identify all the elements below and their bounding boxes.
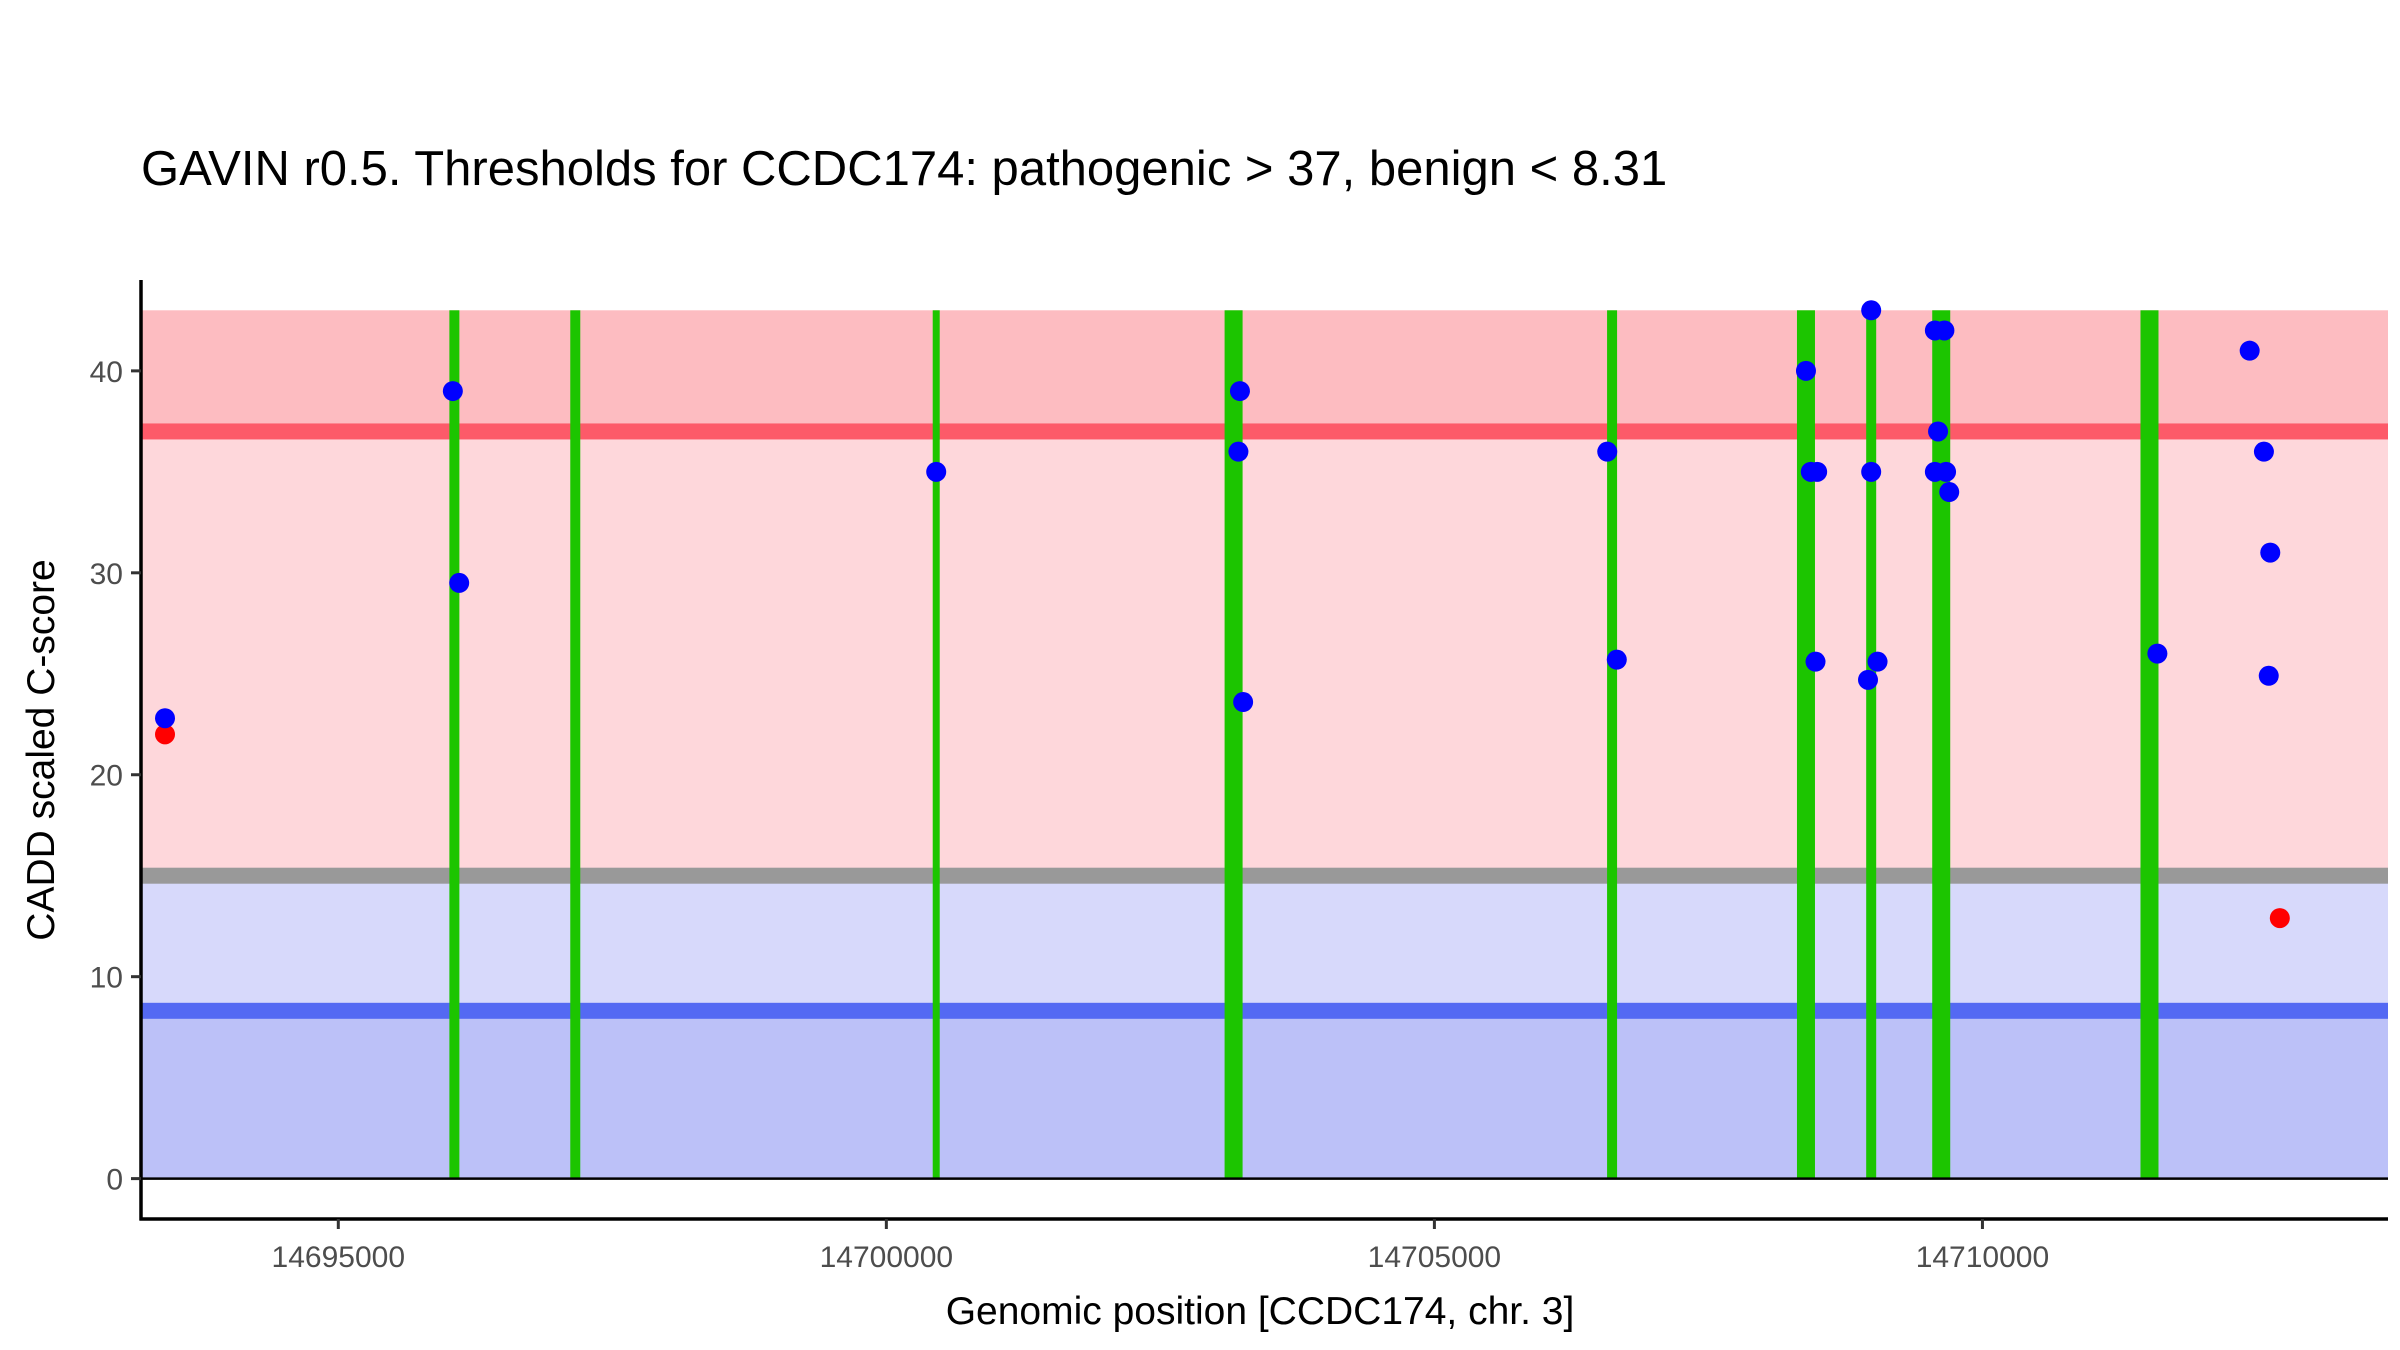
clinvar-point-2 bbox=[2269, 908, 2290, 929]
uncertain-upper-zone bbox=[141, 431, 2388, 876]
gnomad-point-9 bbox=[1606, 649, 1627, 670]
x-ticks: 14695000 14700000 14705000 14710000 bbox=[272, 1219, 2049, 1274]
gnomad-point-5 bbox=[1229, 381, 1250, 402]
threshold-bands bbox=[141, 310, 2388, 1179]
x-tick-label: 14705000 bbox=[1368, 1241, 1501, 1274]
gnomad-point-28 bbox=[2258, 665, 2279, 686]
y-tick-label: 30 bbox=[90, 558, 123, 591]
y-tick-label: 0 bbox=[106, 1164, 123, 1197]
exon-bar-7 bbox=[1866, 310, 1877, 1179]
gnomad-point-4 bbox=[926, 461, 947, 482]
gnomad-point-24 bbox=[2147, 643, 2168, 664]
benign-zone bbox=[141, 1010, 2388, 1179]
gnomad-point-6 bbox=[1228, 441, 1249, 462]
gnomad-point-17 bbox=[1867, 651, 1888, 672]
exon-bar-2 bbox=[570, 310, 581, 1179]
exon-bar-1 bbox=[449, 310, 460, 1179]
exon-bar-5 bbox=[1607, 310, 1618, 1179]
gnomad-point-19 bbox=[1934, 320, 1955, 341]
gnomad-point-25 bbox=[2239, 340, 2260, 361]
gnomad-point-2 bbox=[442, 381, 463, 402]
gnomad-point-27 bbox=[2260, 542, 2281, 563]
threshold-lines bbox=[141, 423, 2388, 1019]
gnomad-point-15 bbox=[1861, 461, 1882, 482]
exon-bar-9 bbox=[2140, 310, 2159, 1179]
exon-bar-3 bbox=[932, 310, 940, 1179]
y-axis-title: CADD scaled C-score bbox=[20, 559, 63, 940]
gnomad-point-3 bbox=[449, 572, 470, 593]
y-tick-label: 20 bbox=[90, 760, 123, 793]
fallback-threshold bbox=[141, 867, 2388, 884]
exon-bars bbox=[449, 310, 2159, 1179]
pathogenic-zone bbox=[141, 310, 2388, 432]
gnomad-point-14 bbox=[1861, 300, 1882, 321]
exon-bar-8 bbox=[1932, 310, 1951, 1179]
exon-bar-6 bbox=[1796, 310, 1815, 1179]
x-tick-label: 14695000 bbox=[272, 1241, 405, 1274]
gnomad-point-12 bbox=[1807, 461, 1828, 482]
clinvar-point-1 bbox=[155, 724, 176, 745]
gnomad-point-22 bbox=[1936, 461, 1957, 482]
gnomad-point-26 bbox=[2253, 441, 2274, 462]
x-axis-title: Genomic position [CCDC174, chr. 3] bbox=[946, 1290, 1575, 1333]
y-ticks: 0 10 20 30 40 bbox=[90, 356, 141, 1197]
gnomad-point-13 bbox=[1805, 651, 1826, 672]
title-line-1: GAVIN r0.5. Thresholds for CCDC174: path… bbox=[141, 142, 1668, 196]
benign-threshold bbox=[141, 1002, 2388, 1019]
x-tick-label: 14710000 bbox=[1916, 1241, 2049, 1274]
axes bbox=[139, 280, 2388, 1221]
pathogenic-threshold bbox=[141, 423, 2388, 440]
x-tick-label: 14700000 bbox=[820, 1241, 953, 1274]
uncertain-lower-zone bbox=[141, 875, 2388, 1011]
gnomad-point-1 bbox=[155, 708, 176, 729]
gnomad-point-20 bbox=[1928, 421, 1949, 442]
y-tick-label: 40 bbox=[90, 356, 123, 389]
gnomad-point-16 bbox=[1858, 669, 1879, 690]
gnomad-point-7 bbox=[1233, 692, 1254, 713]
gnomad-point-8 bbox=[1597, 441, 1618, 462]
gnomad-point-10 bbox=[1795, 360, 1816, 381]
gnomad-point-23 bbox=[1939, 482, 1960, 503]
y-tick-label: 10 bbox=[90, 962, 123, 995]
data-points bbox=[155, 300, 2290, 929]
exon-bar-4 bbox=[1224, 310, 1243, 1179]
